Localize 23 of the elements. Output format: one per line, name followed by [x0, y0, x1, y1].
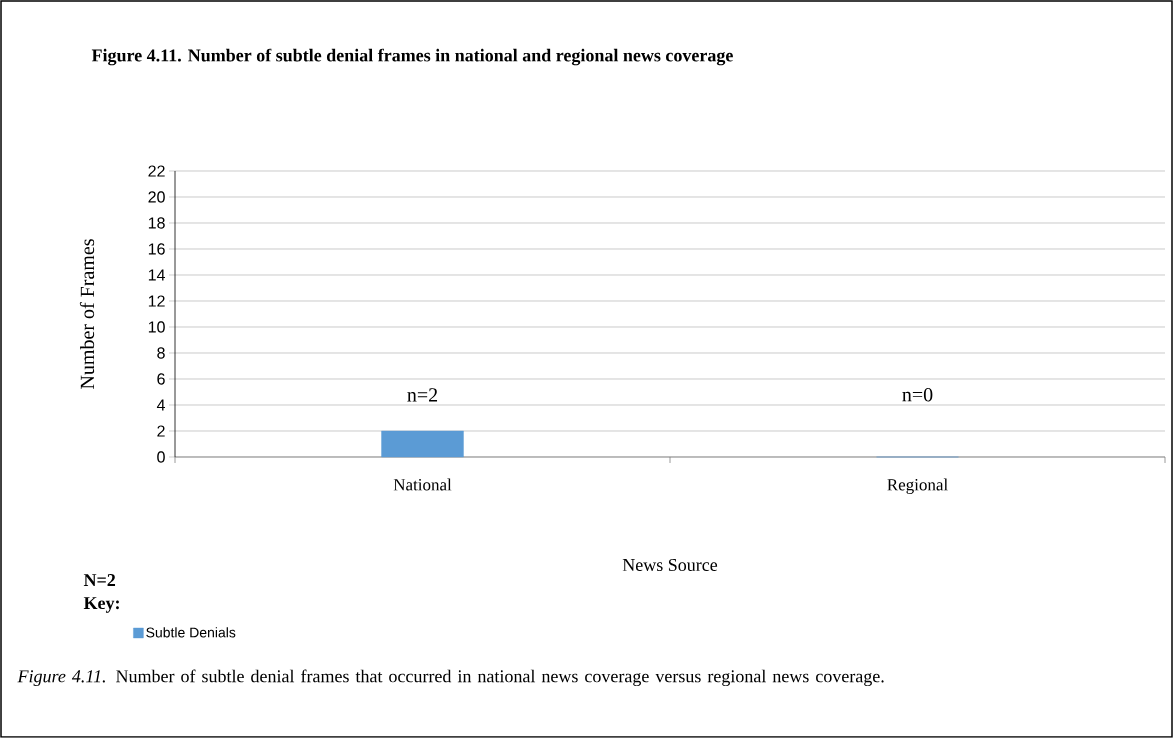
chart-title: Figure 4.11. Number of subtle denial frames in national and regional news coverage [91, 48, 733, 66]
y-tick-label: 4 [156, 399, 165, 411]
x-tick-label: National [393, 478, 452, 491]
legend-title: Key: [83, 597, 119, 613]
y-tick-label: 6 [157, 373, 165, 385]
y-tick-label: 0 [157, 451, 165, 463]
y-tick-label: 2 [157, 425, 165, 437]
text: N=2 [83, 574, 116, 586]
legend-label: Subtle Denials [146, 627, 236, 638]
y-tick-label: 10 [148, 321, 165, 333]
y-tick-label: 12 [148, 295, 165, 307]
y-tick-label: 18 [148, 217, 165, 229]
y-tick-label: 14 [148, 269, 165, 281]
y-axis-title: Number of Frames [79, 239, 95, 389]
y-tick-label: 20 [148, 191, 165, 203]
y-tick-label: 8 [157, 347, 165, 359]
text: Figure 4.11. Number of subtle denial frames that occurred in national news coverage versus regional news coverage. [17, 669, 884, 687]
y-tick-label: 16 [148, 243, 165, 255]
y-tick-label: 22 [148, 165, 165, 177]
data-label: n=2 [407, 388, 438, 402]
x-tick-label: Regional [887, 478, 948, 494]
data-label: n=0 [902, 387, 933, 402]
x-axis-title: News Source [622, 558, 718, 572]
